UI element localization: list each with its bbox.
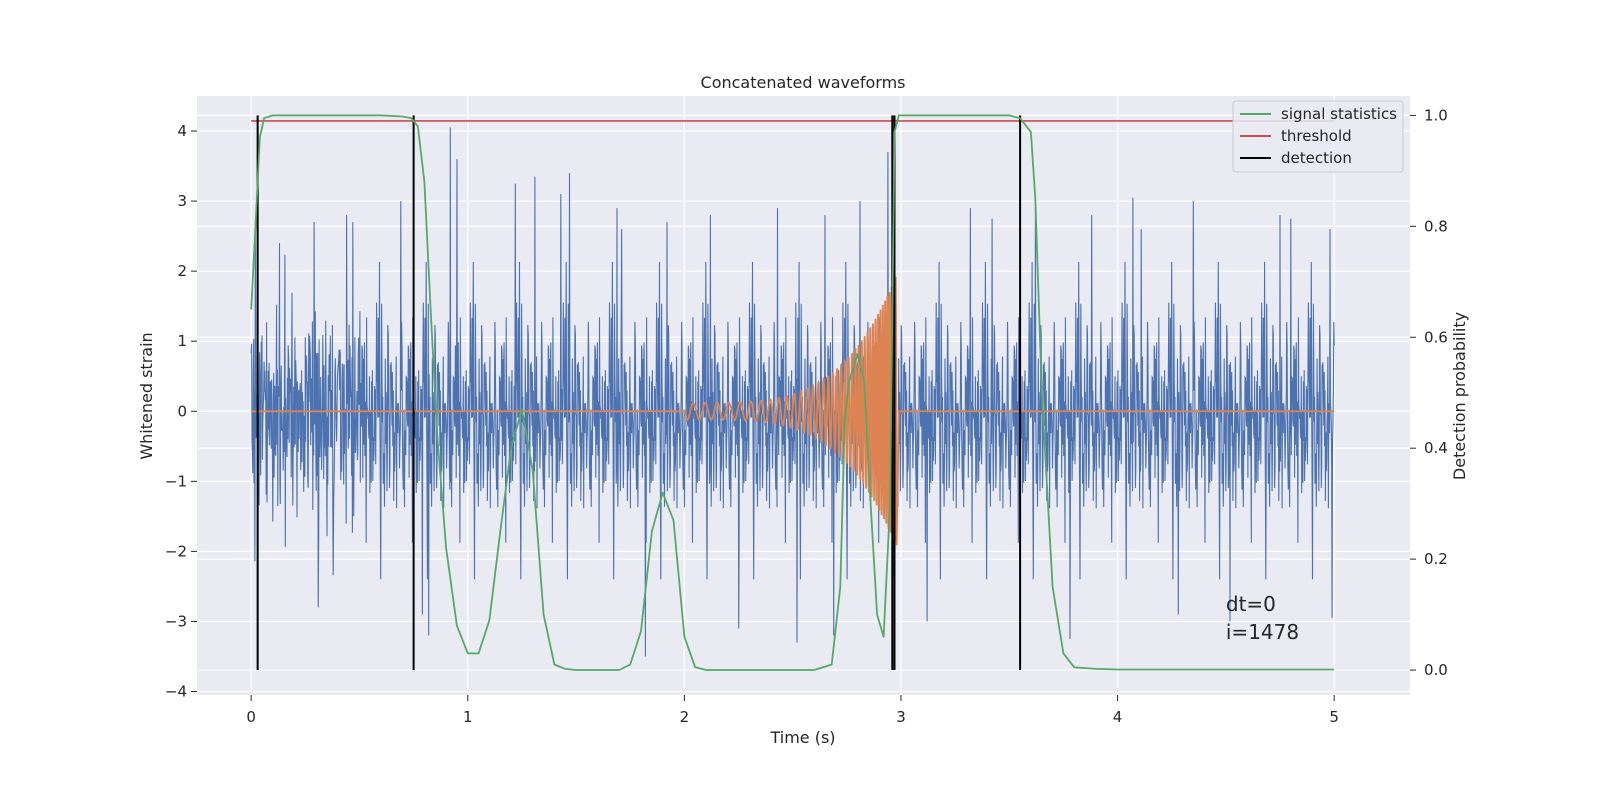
x-tick-label: 3	[896, 708, 906, 726]
annotation-text: dt=0	[1226, 592, 1276, 616]
y2-tick-label: 0.6	[1424, 328, 1448, 346]
y-tick-label: 2	[177, 262, 187, 280]
y-axis-ticks: −4 −3 −2 −1 0 1 2 3 4	[165, 122, 197, 700]
y-tick-label: 0	[177, 402, 187, 420]
y-tick-label: −3	[165, 612, 187, 630]
y2-tick-label: 1.0	[1424, 106, 1448, 124]
legend: signal statistics threshold detection	[1232, 100, 1404, 173]
annotation-text: i=1478	[1226, 620, 1299, 644]
legend-label: detection	[1281, 149, 1352, 167]
y2-tick-label: 0.8	[1424, 217, 1448, 235]
plot-series	[250, 114, 1335, 671]
y-tick-label: −1	[165, 472, 187, 490]
y2-tick-label: 0.2	[1424, 550, 1448, 568]
y2-axis-ticks: 0.0 0.2 0.4 0.6 0.8 1.0	[1410, 106, 1448, 679]
y2-axis-label: Detection probability	[1450, 312, 1469, 480]
x-tick-label: 4	[1113, 708, 1123, 726]
legend-box	[1232, 100, 1404, 173]
x-tick-label: 2	[680, 708, 690, 726]
legend-label: signal statistics	[1281, 105, 1397, 123]
y-tick-label: 1	[177, 332, 187, 350]
signal-statistics-series	[250, 114, 1335, 671]
y2-tick-label: 0.4	[1424, 439, 1448, 457]
x-tick-label: 1	[463, 708, 473, 726]
y-axis-label: Whitened strain	[137, 332, 156, 459]
x-tick-label: 0	[246, 708, 256, 726]
y-tick-label: 4	[177, 122, 187, 140]
y-tick-label: −2	[165, 542, 187, 560]
legend-label: threshold	[1281, 127, 1352, 145]
x-axis-ticks: 0 1 2 3 4 5	[246, 695, 1339, 726]
y-tick-label: −4	[165, 682, 187, 700]
x-axis-label: Time (s)	[769, 728, 835, 747]
y-tick-label: 3	[177, 192, 187, 210]
strain-series	[250, 127, 1335, 664]
injection-series	[251, 276, 1335, 546]
annotations: dt=0 i=1478	[1226, 592, 1299, 644]
chart-title: Concatenated waveforms	[701, 73, 906, 92]
x-tick-label: 5	[1329, 708, 1339, 726]
y2-tick-label: 0.0	[1424, 661, 1448, 679]
